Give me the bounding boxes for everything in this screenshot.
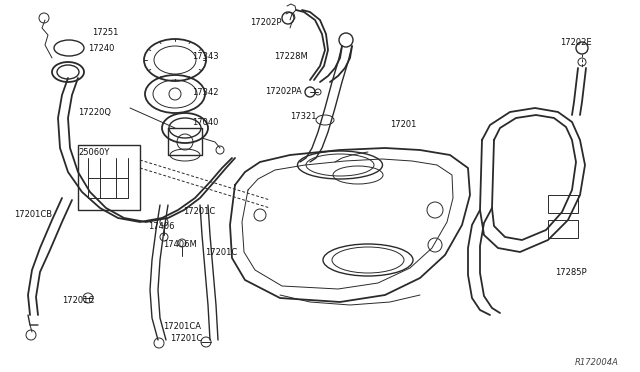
Text: 17343: 17343	[192, 52, 219, 61]
Text: 17342: 17342	[192, 88, 218, 97]
Text: 17201C: 17201C	[205, 248, 237, 257]
Text: 17201C: 17201C	[183, 207, 215, 216]
Text: 17202PA: 17202PA	[265, 87, 301, 96]
Text: 17201C: 17201C	[62, 296, 94, 305]
Text: 17240: 17240	[88, 44, 115, 53]
Text: 17201C: 17201C	[170, 334, 202, 343]
Text: 17040: 17040	[192, 118, 218, 127]
Text: 17251: 17251	[92, 28, 118, 37]
Text: 17201CA: 17201CA	[163, 322, 201, 331]
Text: 17406M: 17406M	[163, 240, 196, 249]
Text: R172004A: R172004A	[575, 358, 619, 367]
Bar	[548, 220, 578, 238]
Text: 17201CB: 17201CB	[14, 210, 52, 219]
Bar	[78, 145, 140, 210]
Text: 17285P: 17285P	[555, 268, 587, 277]
Text: 17202E: 17202E	[560, 38, 591, 47]
Bar	[548, 195, 578, 213]
Text: 17406: 17406	[148, 222, 175, 231]
Text: 17321: 17321	[290, 112, 317, 121]
Text: 25060Y: 25060Y	[78, 148, 109, 157]
Text: 17202P: 17202P	[250, 18, 282, 27]
Text: 17201: 17201	[390, 120, 417, 129]
Text: 17220Q: 17220Q	[78, 108, 111, 117]
Text: 17228M: 17228M	[274, 52, 308, 61]
